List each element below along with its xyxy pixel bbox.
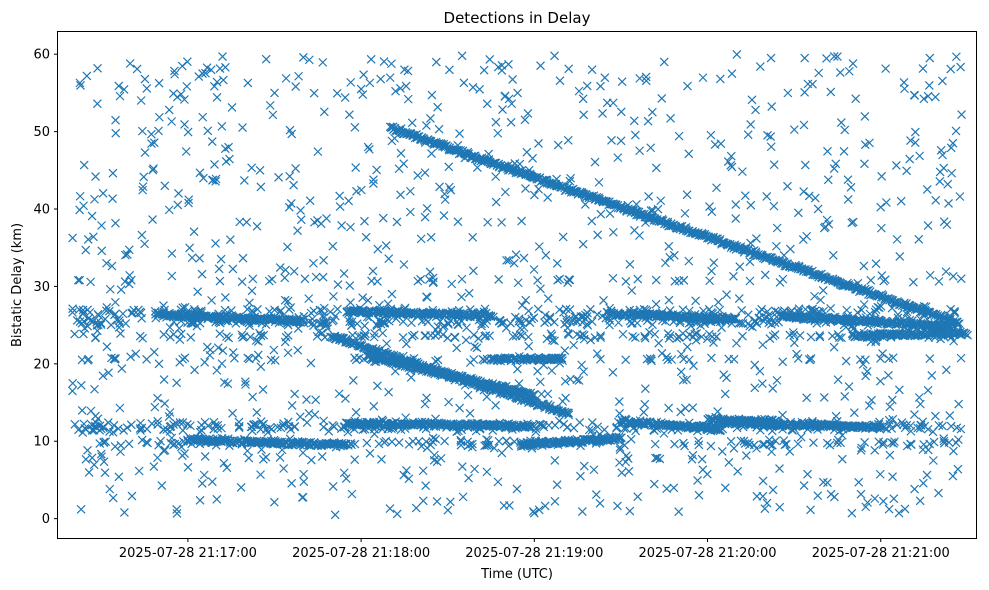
data-point-marker: [154, 359, 164, 369]
data-point-marker: [948, 471, 958, 481]
chart-title: Detections in Delay: [444, 9, 591, 27]
data-point-marker: [73, 275, 83, 285]
data-point-marker: [587, 65, 597, 75]
data-point-marker: [550, 51, 559, 61]
x-axis-title: Time (UTC): [480, 567, 553, 582]
data-point-marker: [82, 71, 92, 81]
data-point-marker: [457, 51, 467, 61]
y-tick-label: 40: [33, 203, 50, 218]
data-point-marker: [934, 488, 943, 498]
data-point-marker: [270, 88, 279, 98]
y-tick-label: 60: [33, 48, 50, 63]
x-tick-label: 2025-07-28 21:20:00: [638, 546, 776, 561]
data-point-marker: [894, 300, 904, 310]
data-point-marker: [674, 507, 684, 517]
y-tick-label: 50: [33, 125, 50, 140]
data-point-marker: [255, 165, 265, 175]
data-point-marker: [659, 57, 669, 67]
data-point-marker: [356, 84, 366, 94]
y-axis-title: Bistatic Delay (km): [10, 223, 25, 347]
data-point-marker: [228, 438, 238, 448]
data-point-marker: [953, 319, 963, 329]
y-tick-label: 30: [33, 280, 50, 295]
data-point-marker: [160, 181, 170, 191]
data-point-marker: [954, 399, 964, 409]
data-point-marker: [218, 52, 227, 61]
x-tick-label: 2025-07-28 21:21:00: [812, 546, 950, 561]
data-point-marker: [925, 53, 935, 63]
data-point-marker: [833, 52, 842, 61]
x-tick-label: 2025-07-28 21:19:00: [465, 546, 603, 561]
y-tick-label: 10: [33, 435, 50, 450]
data-markers: [68, 49, 973, 520]
data-point-marker: [385, 504, 395, 514]
data-point-marker: [140, 239, 150, 249]
y-tick-label: 0: [42, 512, 50, 527]
data-point-marker: [746, 200, 756, 210]
y-tick-label: 20: [33, 357, 50, 372]
data-point-marker: [68, 386, 77, 396]
data-point-marker: [847, 508, 857, 518]
data-point-marker: [957, 110, 966, 120]
data-point-marker: [564, 408, 574, 418]
data-point-marker: [111, 128, 121, 138]
data-point-marker: [212, 494, 222, 504]
data-point-marker: [91, 172, 100, 181]
data-point-marker: [564, 410, 574, 420]
x-tick-label: 2025-07-28 21:18:00: [292, 546, 430, 561]
x-tick-label: 2025-07-28 21:17:00: [119, 546, 257, 561]
data-point-marker: [766, 53, 776, 63]
data-point-marker: [948, 138, 958, 148]
data-point-marker: [298, 52, 308, 62]
data-point-marker: [125, 59, 135, 68]
data-point-marker: [119, 508, 129, 517]
